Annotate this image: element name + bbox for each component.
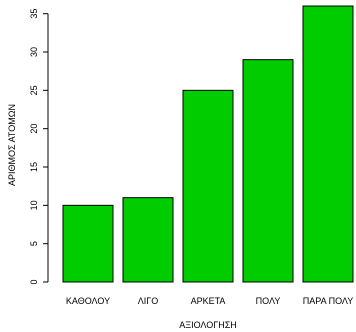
x-tick-label: ΛΙΓΟ xyxy=(138,296,158,306)
y-tick-label: 15 xyxy=(29,162,39,172)
y-tick-label: 0 xyxy=(29,279,39,284)
y-tick-label: 10 xyxy=(29,200,39,210)
bar-ΚΑΘΟΛΟΥ xyxy=(62,204,114,283)
y-axis-title: ΑΡΙΘΜΟΣ ΑΤΟΜΩΝ xyxy=(7,104,17,186)
y-tick-label: 5 xyxy=(29,241,39,246)
bars-group xyxy=(62,5,354,283)
x-tick-label: ΑΡΚΕΤΑ xyxy=(191,296,226,306)
y-axis: 0 5 10 15 20 25 30 35 xyxy=(29,9,49,285)
y-tick-label: 20 xyxy=(29,124,39,134)
bar-ΛΙΓΟ xyxy=(122,197,174,283)
bar-ΑΡΚΕΤΑ xyxy=(182,89,234,283)
bar-ΠΑΡΑ ΠΟΛΥ xyxy=(302,5,354,283)
x-tick-label: ΠΟΛΥ xyxy=(256,296,281,306)
x-tick-label: ΚΑΘΟΛΟΥ xyxy=(66,296,110,306)
bar-ΠΟΛΥ xyxy=(242,59,294,283)
x-axis-title: ΑΞΙΟΛΟΓΗΣΗ xyxy=(179,320,237,330)
y-tick-label: 25 xyxy=(29,85,39,95)
x-tick-labels: ΚΑΘΟΛΟΥ ΛΙΓΟ ΑΡΚΕΤΑ ΠΟΛΥ ΠΑΡΑ ΠΟΛΥ xyxy=(66,296,353,306)
y-tick-label: 35 xyxy=(29,9,39,19)
y-tick-label: 30 xyxy=(29,47,39,57)
x-tick-label: ΠΑΡΑ ΠΟΛΥ xyxy=(303,296,354,306)
